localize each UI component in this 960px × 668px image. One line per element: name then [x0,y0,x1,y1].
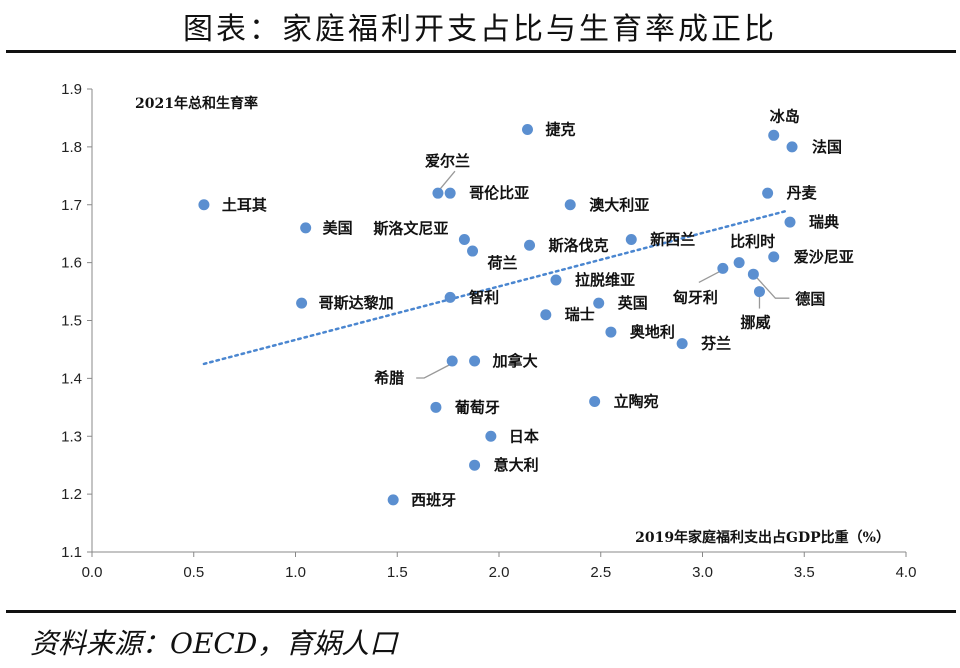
y-tick-label: 1.8 [61,139,82,156]
data-point [747,268,759,280]
data-point [444,187,456,199]
chart-title: 图表：家庭福利开支占比与生育率成正比 [183,12,777,47]
point-label: 法国 [812,138,842,156]
data-point [768,251,780,263]
y-tick-label: 1.9 [61,81,82,98]
data-point [540,309,552,321]
data-point [717,262,729,274]
y-tick-label: 1.7 [61,197,82,214]
y-tick-label: 1.1 [61,544,82,561]
point-label: 捷克 [545,121,575,139]
data-point [469,459,481,471]
x-tick-label: 0.0 [82,564,103,581]
point-label: 希腊 [374,369,404,387]
point-label: 拉脱维亚 [575,271,635,289]
data-point [430,401,442,413]
trendline [202,209,790,366]
x-tick-label: 2.0 [489,564,510,581]
point-label: 智利 [469,288,499,306]
point-label: 奥地利 [630,323,675,341]
data-point [485,430,497,442]
point-label: 挪威 [740,314,770,332]
point-label: 斯洛伐克 [549,236,609,254]
x-tick-label: 1.5 [387,564,408,581]
data-point [625,233,637,245]
point-label: 土耳其 [222,196,267,214]
data-point [521,124,533,136]
leader-line [439,170,456,190]
point-label: 西班牙 [411,491,456,509]
y-axis-label: 2021年总和生育率 [135,95,258,112]
point-label: 美国 [323,219,353,237]
point-label: 瑞典 [809,213,839,231]
bottom-rule [6,610,956,613]
data-point [589,396,601,408]
point-label: 芬兰 [701,335,731,353]
data-point [564,199,576,211]
y-tick-label: 1.3 [61,428,82,445]
x-tick-label: 3.0 [692,564,713,581]
x-tick-label: 0.5 [183,564,204,581]
x-tick-label: 1.0 [285,564,306,581]
point-label: 比利时 [730,233,775,251]
data-point [296,297,308,309]
data-point [762,187,774,199]
point-label: 爱沙尼亚 [794,248,854,266]
leader-line [416,364,450,379]
x-tick-label: 2.5 [590,564,611,581]
point-label: 哥斯达黎加 [319,294,394,312]
data-point [593,297,605,309]
point-label: 瑞士 [565,306,595,324]
data-point [784,216,796,228]
data-point [753,286,765,298]
data-point [733,257,745,269]
top-rule [6,50,956,53]
leader-line [755,276,790,299]
data-point [387,494,399,506]
point-label: 新西兰 [650,230,695,248]
point-label: 加拿大 [492,352,538,370]
point-label: 哥伦比亚 [469,184,529,202]
y-tick-label: 1.2 [61,486,82,503]
point-label: 德国 [795,290,825,308]
y-tick-label: 1.5 [61,313,82,330]
point-label: 斯洛文尼亚 [373,219,448,237]
data-point [444,291,456,303]
y-tick-label: 1.6 [61,255,82,272]
point-label: 意大利 [494,456,539,474]
point-label: 葡萄牙 [454,398,500,416]
point-label: 立陶宛 [614,393,659,411]
data-point [467,245,479,257]
point-label: 荷兰 [488,254,518,272]
data-point [676,338,688,350]
data-point [300,222,312,234]
x-tick-label: 4.0 [896,564,917,581]
data-point [458,233,470,245]
y-tick-label: 1.4 [61,370,82,387]
source-note: 资料来源：OECD，育娲人口 [30,627,398,660]
data-point [550,274,562,286]
point-label: 匈牙利 [673,288,718,306]
data-point [768,129,780,141]
data-point [198,199,210,211]
point-label: 丹麦 [787,184,818,202]
point-label: 澳大利亚 [589,196,649,214]
point-label: 冰岛 [770,107,800,125]
point-label: 日本 [509,427,539,445]
x-tick-label: 3.5 [794,564,815,581]
leader-line [698,270,721,283]
data-point [432,187,444,199]
point-label: 爱尔兰 [425,152,470,170]
data-point [786,141,798,153]
point-label: 英国 [618,294,648,312]
data-point [469,355,481,367]
data-point [605,326,617,338]
data-point [524,239,536,251]
data-point [446,355,458,367]
x-axis-label: 2019年家庭福利支出占GDP比重（%） [635,529,890,546]
